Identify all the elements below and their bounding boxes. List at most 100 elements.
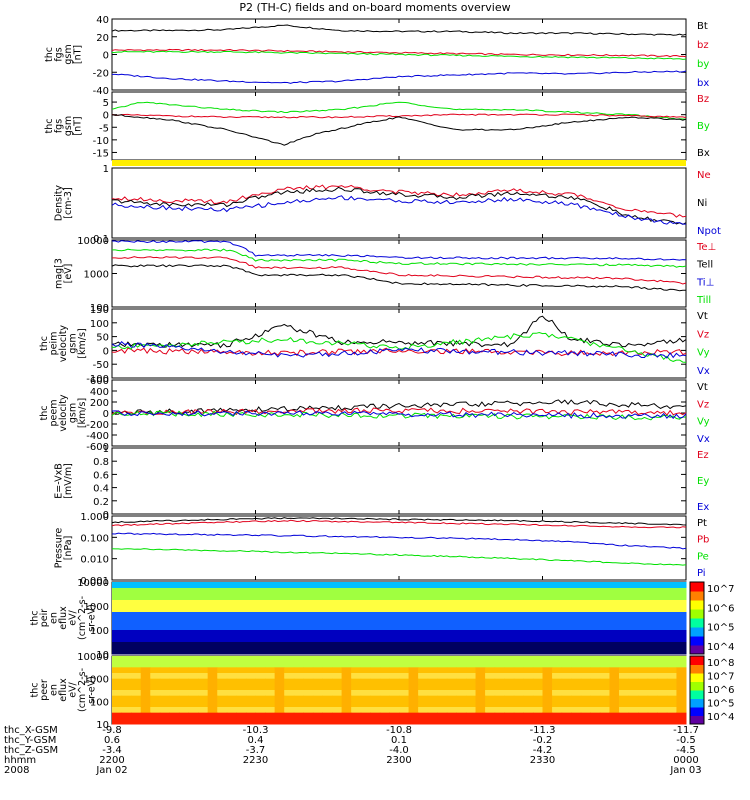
x-axis-row-label: hhmm [4, 755, 36, 766]
heatmap-cell [112, 624, 123, 631]
heatmap-cell [322, 707, 333, 714]
series-line-Vy [111, 410, 687, 421]
heatmap-cell [293, 582, 304, 589]
heatmap-cell [198, 695, 209, 702]
legend-label-Pi: Pi [697, 568, 706, 579]
heatmap-cell [198, 673, 209, 680]
heatmap-cell [112, 707, 123, 714]
heatmap-cell [351, 684, 362, 691]
heatmap-cell [332, 648, 343, 655]
heatmap-cell [513, 690, 524, 697]
heatmap-cell [666, 695, 677, 702]
heatmap-cell [322, 636, 333, 643]
heatmap-cell [389, 678, 400, 685]
heatmap-cell [188, 642, 199, 649]
heatmap-cell [341, 624, 352, 631]
y-axis-label-fgs_gsm: [nT] [72, 45, 83, 64]
heatmap-cell [666, 707, 677, 714]
heatmap-cell [666, 678, 677, 685]
heatmap-cell [418, 707, 429, 714]
heatmap-cell [341, 618, 352, 625]
heatmap-cell [370, 678, 381, 685]
heatmap-cell [293, 661, 304, 668]
heatmap-cell [437, 684, 448, 691]
legend-label-Vz: Vz [697, 399, 709, 410]
heatmap-cell [408, 600, 419, 607]
heatmap-cell [666, 690, 677, 697]
heatmap-cell [341, 707, 352, 714]
heatmap-cell [121, 656, 132, 663]
y-tick-label-fgs_gsm_dp: -5 [99, 123, 109, 134]
heatmap-cell [657, 690, 668, 697]
heatmap-cell [628, 600, 639, 607]
heatmap-cell [513, 661, 524, 668]
heatmap-cell [265, 636, 276, 643]
heatmap-cell [178, 673, 190, 680]
x-axis-row-value: 0.4 [248, 735, 264, 746]
heatmap-cell [217, 718, 228, 725]
heatmap-cell [159, 624, 170, 631]
heatmap-cell [676, 678, 687, 685]
heatmap-cell [465, 701, 477, 708]
heatmap-cell [245, 707, 256, 714]
heatmap-cell [475, 618, 486, 625]
heatmap-cell [657, 707, 668, 714]
heatmap-cell [666, 630, 677, 637]
colorbar-segment [690, 636, 704, 646]
heatmap-cell [389, 588, 400, 595]
heatmap-cell [599, 656, 610, 663]
heatmap-cell [293, 678, 304, 685]
heatmap-cell [150, 695, 161, 702]
heatmap-cell [571, 600, 582, 607]
y-tick-label-velocity_peem: -200 [86, 420, 109, 431]
heatmap-cell [236, 661, 247, 668]
heatmap-cell [657, 612, 668, 619]
heatmap-cell [150, 624, 161, 631]
heatmap-cell [198, 684, 209, 691]
heatmap-cell [140, 701, 151, 708]
heatmap-cell [379, 661, 390, 668]
heatmap-cell [475, 624, 486, 631]
y-axis-label-velocity_peim: peim [49, 332, 60, 356]
heatmap-cell [389, 624, 400, 631]
heatmap-cell [619, 636, 630, 643]
heatmap-cell [245, 600, 256, 607]
heatmap-cell [121, 695, 132, 702]
colorbar-frame [689, 581, 705, 655]
heatmap-cell [619, 606, 630, 613]
heatmap-cell [465, 594, 477, 601]
heatmap-cell [198, 667, 209, 674]
heatmap-cell [370, 701, 381, 708]
heatmap-cell [408, 707, 419, 714]
heatmap-cell [513, 594, 524, 601]
heatmap-cell [236, 707, 247, 714]
heatmap-cell [485, 582, 496, 589]
heatmap-cell [284, 594, 295, 601]
heatmap-cell [437, 718, 448, 725]
y-tick-label-velocity_peem: 0 [103, 409, 109, 420]
heatmap-cell [226, 656, 237, 663]
series-line-Ni [111, 186, 687, 225]
panel-frame-pressure [111, 515, 687, 581]
x-axis-row-value: -3.7 [246, 745, 266, 756]
heatmap-cell [657, 673, 668, 680]
heatmap-cell [131, 618, 142, 625]
heatmap-cell [599, 582, 610, 589]
heatmap-cell [293, 712, 304, 719]
colorbar-segment [690, 582, 704, 592]
y-tick-label-velocity_peem: 600 [90, 376, 109, 387]
heatmap-cell [408, 678, 419, 685]
heatmap-cell [159, 642, 170, 649]
heatmap-cell [284, 712, 295, 719]
heatmap-cell [504, 618, 515, 625]
heatmap-cell [255, 624, 266, 631]
heatmap-cell [532, 624, 543, 631]
heatmap-cell [265, 582, 276, 589]
heatmap-cell [580, 678, 591, 685]
heatmap-cell [341, 588, 352, 595]
heatmap-cell [446, 673, 457, 680]
series-line-Vx [111, 340, 687, 359]
heatmap-cell [599, 661, 610, 668]
heatmap-cell [523, 648, 534, 655]
